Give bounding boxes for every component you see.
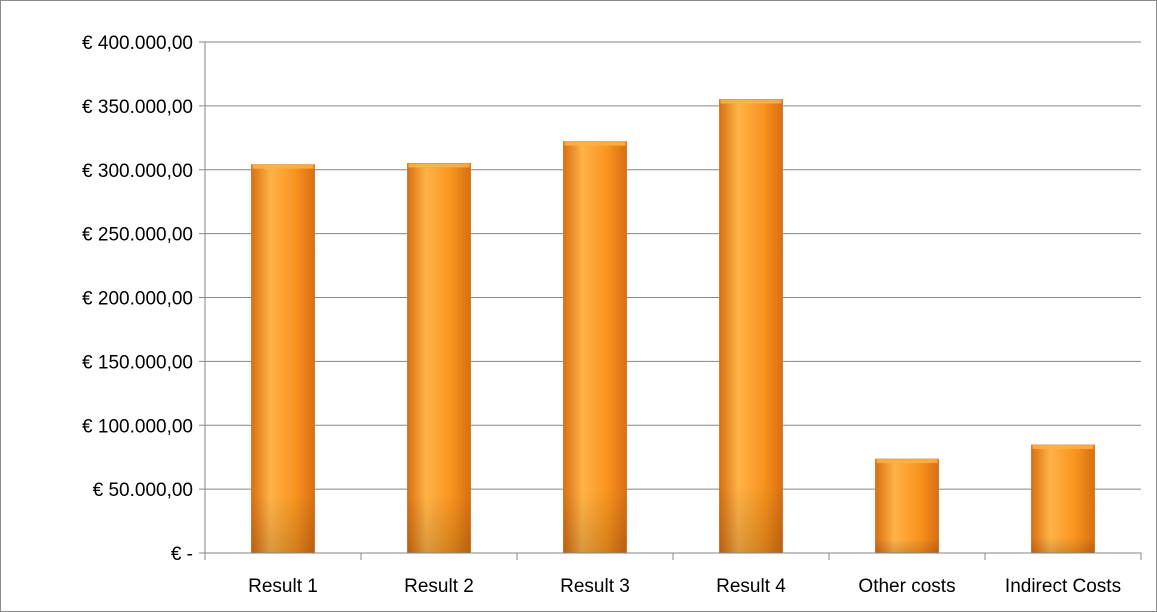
x-tick-label: Result 1 bbox=[248, 576, 318, 597]
gridlines bbox=[199, 41, 1141, 490]
bar-result-2 bbox=[407, 162, 471, 554]
bar-cap bbox=[564, 141, 626, 146]
bar-other-costs bbox=[875, 458, 939, 554]
bar-cap bbox=[252, 164, 314, 169]
x-tick-label: Result 2 bbox=[404, 576, 474, 597]
bar-shade bbox=[1031, 445, 1095, 553]
y-tick-label: € - bbox=[171, 544, 193, 565]
bar-shade bbox=[407, 163, 471, 554]
bar-result-1 bbox=[251, 164, 315, 554]
y-tick-label: € 400.000,00 bbox=[82, 33, 193, 54]
axes bbox=[199, 42, 1142, 560]
y-tick-label: € 100.000,00 bbox=[82, 416, 193, 437]
bar-shade bbox=[875, 459, 939, 553]
y-tick-label: € 300.000,00 bbox=[82, 161, 193, 182]
y-tick-label: € 250.000,00 bbox=[82, 225, 193, 246]
y-tick-label: € 150.000,00 bbox=[82, 352, 193, 373]
bar-shade bbox=[719, 99, 783, 554]
bar-shade bbox=[251, 164, 315, 553]
x-tick-label: Other costs bbox=[858, 576, 955, 597]
y-tick-label: € 50.000,00 bbox=[93, 480, 193, 501]
y-tick-label: € 200.000,00 bbox=[82, 289, 193, 310]
bar-cap bbox=[720, 99, 782, 104]
bar-cap bbox=[408, 163, 470, 168]
y-tick-label: € 350.000,00 bbox=[82, 97, 193, 118]
bar-result-3 bbox=[563, 141, 627, 554]
x-tick-label: Result 4 bbox=[716, 576, 786, 597]
bars bbox=[251, 99, 1095, 554]
bar-cap bbox=[876, 459, 938, 464]
bar-cap bbox=[1032, 445, 1094, 450]
bar-result-4 bbox=[719, 99, 783, 554]
x-tick-label: Result 3 bbox=[560, 576, 630, 597]
x-tick-label: Indirect Costs bbox=[1005, 576, 1121, 597]
bar-indirect-costs bbox=[1031, 444, 1095, 554]
bar-shade bbox=[563, 141, 627, 553]
y-tick-labels: € - € 50.000,00 € 100.000,00 € 150.000,00 € … bbox=[82, 33, 193, 565]
x-tick-labels: Result 1 Result 2 Result 3 Result 4 Other co… bbox=[248, 576, 1121, 597]
